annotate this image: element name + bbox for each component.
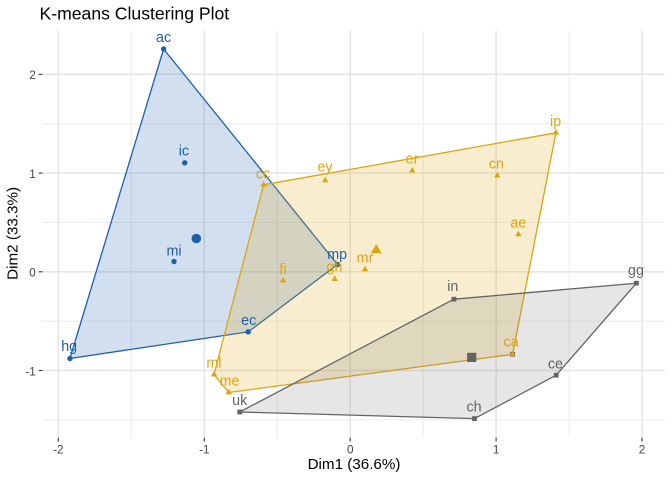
svg-text:ch: ch <box>466 400 481 416</box>
svg-text:Dim2 (33.3%): Dim2 (33.3%) <box>5 187 22 280</box>
svg-text:mi: mi <box>166 244 181 260</box>
svg-text:Dim1 (36.6%): Dim1 (36.6%) <box>308 456 401 473</box>
svg-text:er: er <box>406 152 419 168</box>
svg-text:ec: ec <box>241 313 256 329</box>
svg-text:ac: ac <box>156 30 171 46</box>
svg-text:cc: cc <box>256 166 270 182</box>
svg-text:ae: ae <box>510 216 526 232</box>
svg-text:ic: ic <box>179 144 189 160</box>
svg-text:2: 2 <box>29 69 36 82</box>
svg-text:-1: -1 <box>25 365 35 378</box>
svg-text:gh: gh <box>327 260 343 276</box>
svg-text:1: 1 <box>493 443 500 456</box>
svg-text:uk: uk <box>232 393 248 409</box>
svg-text:me: me <box>220 374 240 390</box>
svg-text:fi: fi <box>279 262 286 278</box>
svg-text:K-means Clustering Plot: K-means Clustering Plot <box>40 3 230 23</box>
svg-text:ca: ca <box>503 334 518 350</box>
svg-text:2: 2 <box>639 443 646 456</box>
svg-text:mr: mr <box>357 250 374 266</box>
svg-text:-2: -2 <box>53 443 63 456</box>
svg-text:gg: gg <box>628 263 644 279</box>
svg-text:mp: mp <box>327 247 347 263</box>
svg-text:0: 0 <box>347 443 354 456</box>
svg-text:0: 0 <box>29 267 36 280</box>
svg-text:ml: ml <box>206 356 221 372</box>
svg-text:cn: cn <box>489 157 504 173</box>
svg-text:-1: -1 <box>199 443 209 456</box>
svg-text:ce: ce <box>548 356 563 372</box>
svg-text:ey: ey <box>317 160 333 176</box>
svg-text:ip: ip <box>550 114 561 130</box>
svg-text:1: 1 <box>29 168 36 181</box>
svg-text:hg: hg <box>61 339 77 355</box>
svg-text:in: in <box>447 279 458 295</box>
